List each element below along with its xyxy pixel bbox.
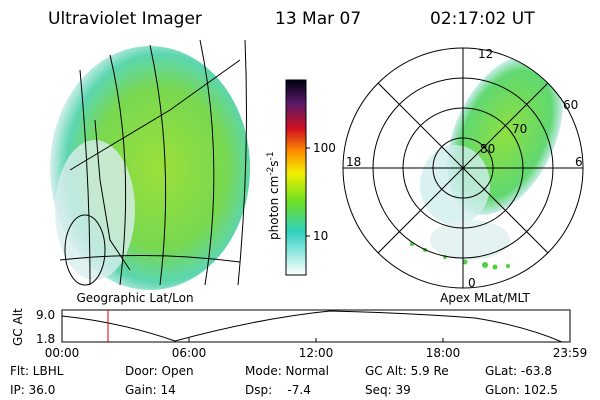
lat-label: 60: [563, 98, 578, 112]
info-field: GLon: 102.5: [485, 383, 558, 397]
time-plot: [61, 309, 571, 343]
time: 02:17:02 UT: [430, 9, 535, 29]
left-caption: Geographic Lat/Lon: [76, 291, 193, 305]
info-field: Gain: 14: [125, 383, 176, 397]
instrument: Ultraviolet Imager: [48, 9, 202, 29]
mlt-label: 12: [478, 47, 493, 61]
time-axis: 00:00 06:00 12:00 18:00 23:59: [45, 338, 588, 360]
info-field: Door: Open: [125, 364, 194, 378]
info-field: IP: 36.0: [10, 383, 55, 397]
info-field: Mode: Normal: [245, 364, 329, 378]
time-tick-label: 06:00: [172, 346, 207, 360]
geographic-image: [50, 39, 250, 290]
colorbar-label: photon cm-2s-1: [266, 151, 281, 240]
polar-image: [342, 47, 584, 289]
altitude-curve: [61, 310, 563, 343]
info-field: Seq: 39: [365, 383, 411, 397]
colorbar: [285, 79, 307, 276]
polar-caption: Apex MLat/MLT: [440, 291, 530, 305]
date: 13 Mar 07: [275, 9, 361, 29]
time-plot-ytick: 1.8: [36, 332, 55, 346]
info-field: GC Alt: 5.9 Re: [365, 364, 449, 378]
time-tick-label: 00:00: [45, 346, 80, 360]
lat-label: 80: [480, 142, 495, 156]
colorbar-tick: 10: [313, 229, 328, 243]
mlt-label: 0: [468, 276, 476, 290]
info-panel: Flt: LBHL Door: Open Mode: Normal GC Alt: 5…: [10, 364, 558, 397]
mlt-label: 6: [575, 155, 583, 169]
colorbar-tick: 100: [313, 141, 336, 155]
time-plot-ylabel: GC Alt: [11, 308, 25, 346]
info-field: GLat: -63.8: [485, 364, 552, 378]
info-field: Flt: LBHL: [10, 364, 64, 378]
time-tick-label: 18:00: [426, 346, 461, 360]
mlt-label: 18: [346, 155, 361, 169]
time-tick-label: 12:00: [299, 346, 334, 360]
time-tick-label: 23:59: [553, 346, 588, 360]
info-field: Dsp: -7.4: [245, 383, 311, 397]
lat-label: 70: [512, 122, 527, 136]
time-plot-ytick: 9.0: [36, 308, 55, 322]
